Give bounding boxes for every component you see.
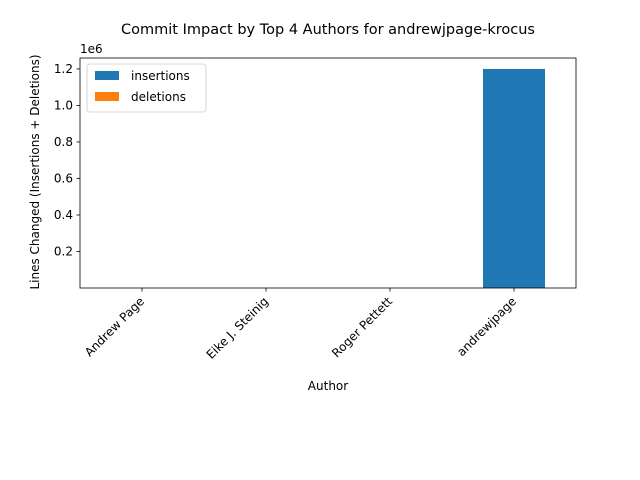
- x-axis-label: Author: [308, 379, 348, 393]
- x-tick-label: Eike J. Steinig: [204, 294, 271, 361]
- y-tick-label: 1.0: [54, 98, 73, 112]
- legend-label-deletions: deletions: [131, 90, 186, 104]
- y-offset-label: 1e6: [80, 42, 103, 56]
- legend-label-insertions: insertions: [131, 69, 190, 83]
- y-tick-label: 0.2: [54, 244, 73, 258]
- y-tick-label: 0.6: [54, 171, 73, 185]
- x-tick-label: Roger Pettett: [329, 294, 395, 360]
- plot-area: [79, 57, 577, 289]
- y-axis-ticks: 0.2 0.4 0.6 0.8 1.0 1.2: [54, 62, 80, 258]
- y-axis-label: Lines Changed (Insertions + Deletions): [28, 54, 42, 289]
- x-axis-ticks: Andrew Page Eike J. Steinig Roger Pettett a…: [82, 288, 519, 362]
- y-tick-label: 1.2: [54, 62, 73, 76]
- legend-swatch-insertions: [95, 71, 119, 80]
- y-tick-label: 0.4: [54, 208, 73, 222]
- x-tick-label: Andrew Page: [82, 294, 147, 359]
- legend-swatch-deletions: [95, 92, 119, 101]
- legend: insertions deletions: [86, 63, 207, 113]
- bar-insertions-3: [483, 68, 545, 288]
- chart-title: Commit Impact by Top 4 Authors for andre…: [121, 22, 535, 38]
- y-tick-label: 0.8: [54, 135, 73, 149]
- x-tick-label: andrewjpage: [454, 294, 519, 359]
- axes-frame: [79, 57, 577, 289]
